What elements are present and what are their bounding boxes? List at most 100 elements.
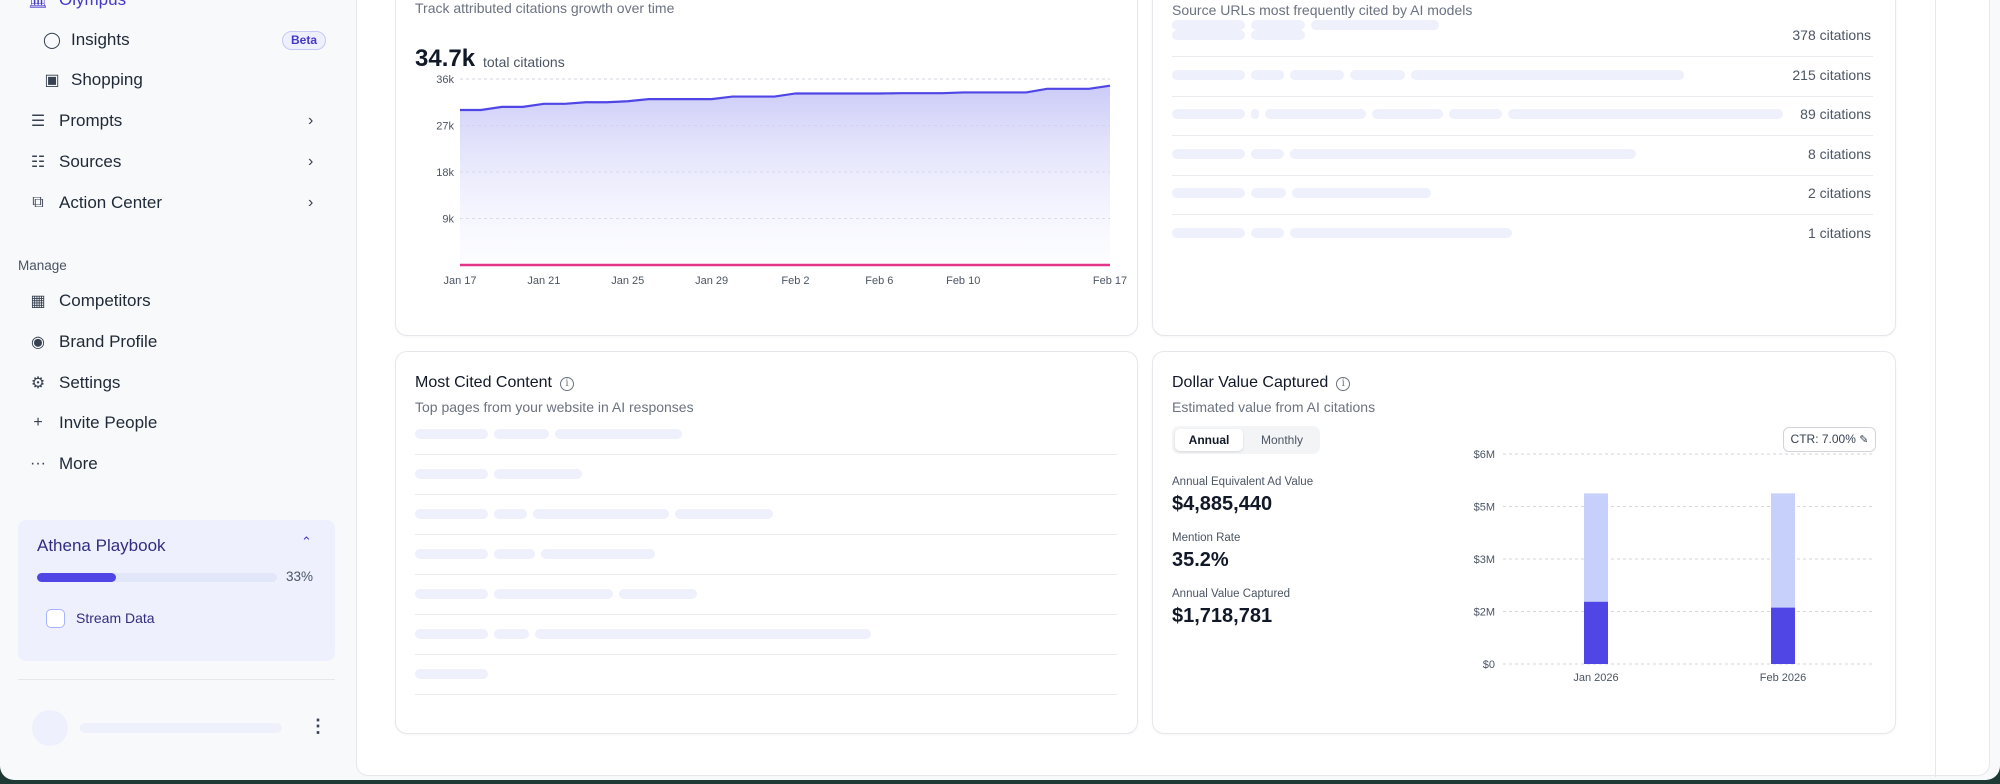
citations-line (460, 84, 1111, 112)
card-subtitle: Top pages from your website in AI respon… (415, 399, 694, 415)
divider (18, 679, 335, 680)
skeleton-placeholder (1172, 69, 1245, 80)
sidebar-item-sources[interactable]: ☷ Sources › (0, 144, 340, 180)
skeleton-placeholder (1172, 109, 1245, 119)
stream-data-checkbox[interactable] (46, 609, 65, 628)
x-tick-label: Jan 21 (527, 275, 560, 287)
skeleton-placeholder (1251, 148, 1284, 159)
top-sources-card: 378 citations 215 citations 89 citations 8 … (1152, 0, 1896, 336)
card-subtitle: Track attributed citations growth over t… (415, 0, 675, 16)
x-tick-label: Jan 29 (695, 275, 728, 287)
skeleton-placeholder (494, 549, 535, 559)
tree-icon: ☷ (30, 154, 46, 171)
y-tick-label: $6M (1474, 449, 1495, 461)
skeleton-placeholder (415, 509, 488, 519)
skeleton-placeholder (415, 429, 488, 439)
card-subtitle: Source URLs most frequently cited by AI … (1172, 2, 1477, 18)
dollar-value-card: Dollar Value Captured i Estimated value f… (1152, 351, 1896, 734)
citations-growth-card: Track attributed citations growth over t… (395, 0, 1138, 336)
divider (1935, 0, 1936, 777)
y-tick-label: $3M (1474, 554, 1495, 566)
skeleton-placeholder (1350, 69, 1405, 80)
chevron-right-icon[interactable]: › (308, 194, 314, 211)
task-label: Stream Data (76, 610, 155, 626)
palette-icon: ◉ (31, 334, 45, 351)
divider (415, 574, 1117, 575)
chevron-right-icon[interactable]: › (308, 112, 314, 129)
main-panel: Track attributed citations growth over t… (356, 0, 1990, 777)
y-tick-label: 18k (436, 167, 454, 179)
sidebar-item-action-center[interactable]: ⧉ Action Center › (0, 185, 340, 221)
metric-label: Mention Rate (1172, 532, 1241, 544)
sidebar-item-shopping[interactable]: ▣ Shopping (0, 62, 340, 98)
card-subtitle: Estimated value from AI citations (1172, 399, 1376, 415)
toggle-monthly[interactable]: Monthly (1260, 433, 1304, 447)
divider (415, 534, 1117, 535)
skeleton-placeholder (533, 509, 669, 519)
chevron-up-icon[interactable]: ⌃ (301, 534, 312, 549)
chevron-right-icon[interactable]: › (308, 153, 314, 170)
skeleton-placeholder (675, 509, 773, 519)
skeleton-placeholder (619, 589, 697, 599)
toggle-annual[interactable]: Annual (1175, 429, 1243, 451)
skeleton-placeholder (1172, 30, 1245, 40)
citation-count: 2 citations (1807, 185, 1871, 201)
citation-count: 378 citations (1792, 27, 1871, 43)
captured-value-bar (1584, 601, 1608, 664)
area-fill (460, 85, 1110, 265)
playbook-progress-bar (37, 573, 277, 582)
sidebar-item-more[interactable]: ··· More (30, 454, 98, 473)
skeleton-placeholder (1372, 109, 1443, 119)
skeleton-placeholder (415, 669, 488, 679)
x-tick-label: Jan 2026 (1573, 672, 1618, 684)
sidebar-item-prompts[interactable]: ☰ Prompts › (0, 103, 340, 139)
sidebar-item-olympus[interactable]: 🏛 Olympus (0, 0, 340, 18)
skeleton-placeholder (1172, 20, 1245, 30)
skeleton-placeholder (1290, 227, 1512, 238)
skeleton-placeholder (494, 509, 527, 519)
info-icon[interactable]: i (559, 377, 574, 391)
sidebar-item-invite-people[interactable]: + Invite People (0, 405, 340, 441)
skeleton-placeholder (1172, 148, 1245, 159)
skeleton-placeholder (415, 469, 488, 479)
shopping-bag-icon: ▣ (44, 72, 60, 89)
skeleton-placeholder (1251, 188, 1286, 198)
divider (1172, 135, 1873, 136)
skeleton-placeholder (415, 549, 488, 559)
sidebar-item-insights[interactable]: ◯ Insights Beta (0, 22, 340, 58)
x-tick-label: Feb 17 (1093, 275, 1127, 287)
building-icon: ▦ (30, 293, 46, 310)
sidebar-item-brand-profile[interactable]: ◉ Brand Profile (0, 324, 340, 360)
skeleton-placeholder (541, 549, 655, 559)
skeleton-placeholder (1311, 20, 1439, 30)
plus-icon: + (33, 414, 43, 431)
y-tick-label: 36k (436, 74, 454, 86)
ad-value-bar (1584, 493, 1608, 602)
x-tick-label: Feb 6 (865, 275, 893, 287)
sidebar-item-settings[interactable]: ⚙ Settings (0, 365, 340, 401)
dollar-value-bar-chart: $0 $2M $3M $5M $6M Jan 2026 Feb 2026 (1474, 449, 1875, 684)
skeleton-placeholder (494, 589, 613, 599)
y-tick-label: $5M (1474, 502, 1495, 514)
skeleton-placeholder (1172, 227, 1245, 238)
metric-value: $1,718,781 (1172, 605, 1273, 627)
avatar[interactable] (32, 710, 68, 746)
bank-icon: 🏛 (27, 0, 49, 9)
sidebar-item-competitors[interactable]: ▦ Competitors (0, 283, 340, 319)
skeleton-placeholder (1292, 188, 1431, 198)
ctr-edit-button[interactable]: CTR: 7.00% ✎ (1783, 427, 1876, 452)
beta-badge: Beta (282, 31, 326, 50)
citation-count: 215 citations (1792, 66, 1871, 83)
kebab-menu-icon[interactable]: ⋮ (309, 716, 327, 736)
info-icon[interactable]: i (1336, 377, 1351, 391)
divider (1172, 56, 1873, 57)
skeleton-placeholder (415, 589, 488, 599)
skeleton-placeholder (1251, 20, 1305, 30)
skeleton-placeholder (555, 429, 682, 439)
total-citations-value: 34.7k (415, 45, 476, 72)
y-tick-label: 9k (442, 214, 454, 226)
y-tick-label: $2M (1474, 607, 1495, 619)
gear-icon: ⚙ (30, 375, 46, 392)
list-icon: ☰ (30, 113, 46, 130)
